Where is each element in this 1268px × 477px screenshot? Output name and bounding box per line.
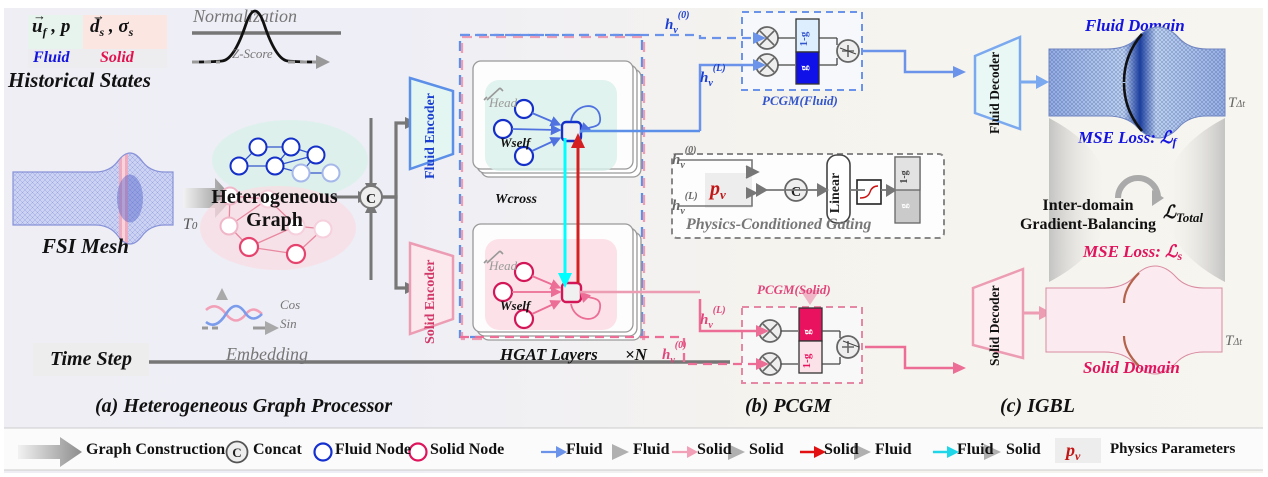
svg-text:C: C: [232, 445, 241, 460]
